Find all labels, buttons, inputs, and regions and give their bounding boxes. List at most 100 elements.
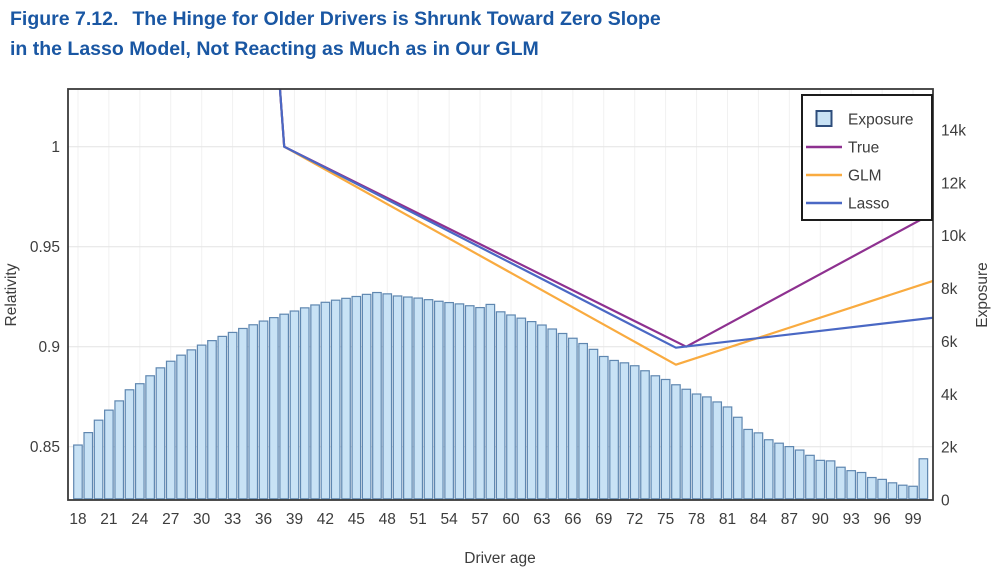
exposure-bar — [660, 378, 671, 500]
right-tick-label: 4k — [941, 387, 958, 404]
exposure-bar — [320, 301, 331, 500]
model-lines — [278, 89, 933, 366]
legend-label-true: True — [848, 140, 879, 157]
exposure-bar — [217, 335, 228, 500]
exposure-bar — [866, 476, 877, 500]
x-tick-label: 87 — [781, 511, 798, 528]
exposure-bar — [382, 293, 393, 500]
exposure-bar — [918, 458, 929, 500]
exposure-bar — [557, 332, 568, 500]
right-axis-ticks: 0 2k 4k 6k 8k 10k 12k 14k — [941, 122, 966, 509]
x-tick-label: 81 — [719, 511, 736, 528]
exposure-bar — [155, 367, 166, 500]
x-tick-label: 30 — [193, 511, 211, 528]
x-tick-label: 18 — [69, 511, 86, 528]
exposure-bar — [825, 460, 836, 500]
x-tick-label: 33 — [224, 511, 241, 528]
x-tick-label: 51 — [410, 511, 427, 528]
exposure-bar — [598, 355, 609, 500]
exposure-bar — [897, 484, 908, 500]
left-axis-ticks: 1 0.95 0.9 0.85 — [30, 139, 60, 456]
exposure-bar — [485, 303, 496, 500]
left-tick-label: 0.85 — [30, 439, 60, 456]
exposure-bar — [258, 320, 269, 500]
left-tick-label: 0.95 — [30, 239, 60, 256]
x-tick-label: 27 — [162, 511, 179, 528]
x-tick-label: 24 — [131, 511, 149, 528]
legend-label-exposure: Exposure — [848, 112, 913, 129]
exposure-bar — [609, 359, 619, 500]
exposure-bar — [299, 307, 310, 500]
exposure-bar — [908, 485, 918, 500]
exposure-bar — [268, 317, 279, 500]
x-tick-label: 72 — [626, 511, 643, 528]
exposure-bar — [805, 454, 815, 500]
x-tick-label: 84 — [750, 511, 768, 528]
exposure-bar — [361, 293, 372, 500]
right-tick-label: 0 — [941, 493, 950, 510]
x-tick-label: 36 — [255, 511, 272, 528]
exposure-bar — [341, 297, 351, 500]
right-tick-label: 12k — [941, 175, 966, 192]
x-tick-label: 42 — [317, 511, 334, 528]
exposure-bar — [454, 303, 465, 500]
exposure-bar — [856, 471, 867, 500]
exposure-bar — [877, 478, 887, 500]
exposure-bar — [506, 314, 516, 500]
exposure-bar — [588, 348, 599, 500]
right-axis-title: Exposure — [974, 262, 991, 327]
exposure-bar — [93, 419, 104, 500]
exposure-bar — [619, 362, 630, 500]
exposure-bar — [114, 400, 125, 500]
exposure-bar — [176, 354, 186, 500]
x-tick-label: 93 — [843, 511, 860, 528]
plot-frame — [67, 88, 934, 501]
legend-label-glm: GLM — [848, 168, 882, 185]
exposure-bar — [578, 342, 589, 500]
right-tick-label: 6k — [941, 334, 958, 351]
exposure-bar — [702, 396, 712, 500]
exposure-bar — [165, 360, 176, 500]
legend-exposure-swatch — [815, 110, 833, 127]
exposure-bar — [475, 306, 485, 500]
exposure-bar — [238, 327, 248, 500]
figure-title-text-2: in the Lasso Model, Not Reacting as Much… — [10, 38, 539, 60]
exposure-bar — [681, 388, 692, 500]
lasso-line — [278, 89, 933, 349]
relativity-exposure-chart: 1 0.95 0.9 0.85 0 2k 4k 6k 8k 10k 12k 14k 18 21 24 27 30… — [3, 88, 991, 567]
x-axis-title: Driver age — [464, 550, 536, 567]
exposure-bar — [73, 444, 83, 500]
legend: Exposure True GLM Lasso — [801, 94, 933, 221]
exposure-bar — [537, 324, 547, 500]
x-tick-label: 99 — [904, 511, 921, 528]
figure-number-label: Figure 7.12. — [10, 8, 119, 30]
exposure-bar — [526, 321, 537, 500]
left-axis-title: Relativity — [3, 263, 20, 326]
figure-title-text-1: The Hinge for Older Drivers is Shrunk To… — [132, 8, 661, 30]
exposure-bars — [73, 291, 929, 500]
exposure-bar — [743, 428, 753, 500]
right-tick-label: 14k — [941, 122, 966, 139]
exposure-bar — [289, 310, 300, 500]
exposure-bar — [567, 337, 578, 500]
exposure-bar — [732, 416, 743, 500]
exposure-bar — [444, 301, 454, 500]
right-tick-label: 2k — [941, 440, 958, 457]
x-tick-label: 21 — [100, 511, 117, 528]
exposure-bar — [124, 389, 135, 500]
exposure-bar — [753, 432, 764, 500]
left-tick-label: 0.9 — [38, 339, 60, 356]
exposure-bar — [794, 449, 805, 500]
exposure-bar — [372, 291, 382, 500]
figure-title: Figure 7.12. The Hinge for Older Drivers … — [10, 4, 980, 64]
exposure-bar — [145, 375, 155, 500]
exposure-bar — [104, 409, 114, 500]
x-tick-label: 60 — [502, 511, 520, 528]
x-tick-label: 57 — [471, 511, 488, 528]
right-tick-label: 8k — [941, 281, 958, 298]
exposure-bar — [351, 295, 362, 500]
exposure-bar — [134, 383, 145, 500]
x-tick-label: 66 — [564, 511, 581, 528]
x-tick-label: 45 — [348, 511, 365, 528]
